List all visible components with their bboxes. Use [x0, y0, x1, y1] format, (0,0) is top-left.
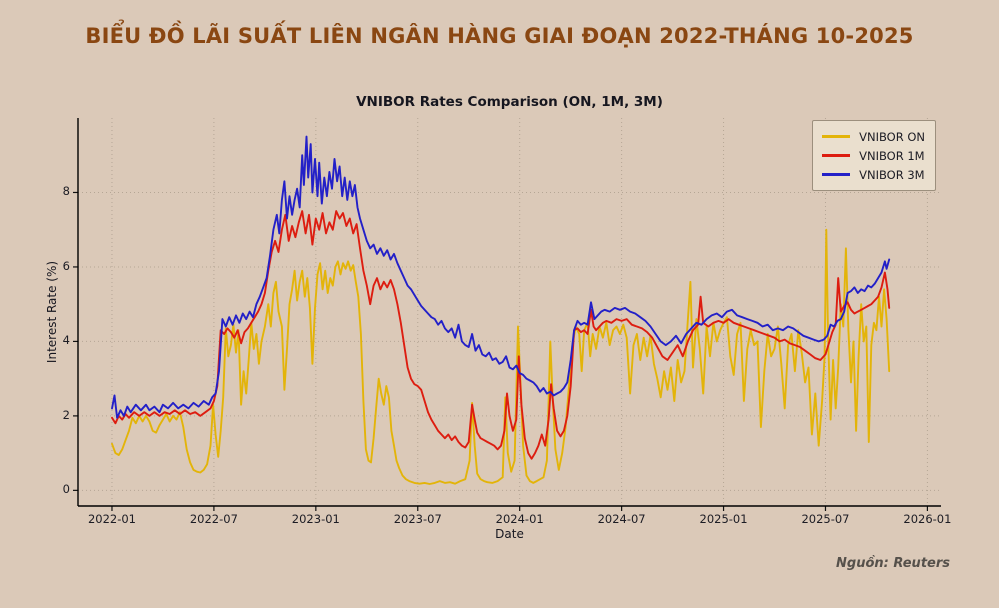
series-line-vnibor-on: [111, 228, 891, 485]
legend-swatch: [822, 154, 851, 157]
x-tick-label: 2024-01: [495, 512, 544, 526]
source-credit: Nguồn: Reuters: [836, 556, 950, 571]
x-tick-label: 2024-07: [597, 512, 646, 526]
legend-label: VNIBOR 1M: [859, 148, 925, 163]
y-tick-label: 4: [62, 333, 70, 348]
x-tick-label: 2025-01: [699, 512, 748, 526]
legend-label: VNIBOR ON: [859, 129, 925, 144]
y-tick-label: 6: [62, 258, 70, 273]
legend-item: VNIBOR 1M: [822, 146, 925, 165]
legend-item: VNIBOR ON: [822, 127, 925, 146]
x-tick-label: 2022-01: [87, 512, 136, 526]
series-line-vnibor-1m: [111, 210, 891, 460]
y-tick-label: 0: [62, 482, 70, 497]
x-tick-label: 2023-01: [291, 512, 340, 526]
chart-title: VNIBOR Rates Comparison (ON, 1M, 3M): [356, 94, 663, 110]
legend-swatch: [822, 135, 851, 138]
x-tick-label: 2023-07: [393, 512, 442, 526]
y-axis-label: Interest Rate (%): [45, 260, 59, 364]
legend-item: VNIBOR 3M: [822, 165, 925, 184]
y-tick-label: 2: [62, 407, 70, 422]
x-tick-label: 2022-07: [189, 512, 238, 526]
legend-label: VNIBOR 3M: [859, 167, 925, 182]
page-title: BIỂU ĐỒ LÃI SUẤT LIÊN NGÂN HÀNG GIAI ĐOẠ…: [85, 24, 914, 48]
x-tick-label: 2026-01: [903, 512, 952, 526]
legend-swatch: [822, 173, 851, 176]
x-tick-label: 2025-07: [801, 512, 850, 526]
legend: VNIBOR ON VNIBOR 1M VNIBOR 3M: [812, 120, 936, 191]
x-axis-label: Date: [495, 527, 524, 541]
y-tick-label: 8: [62, 184, 70, 199]
series-line-vnibor-3m: [111, 135, 891, 419]
